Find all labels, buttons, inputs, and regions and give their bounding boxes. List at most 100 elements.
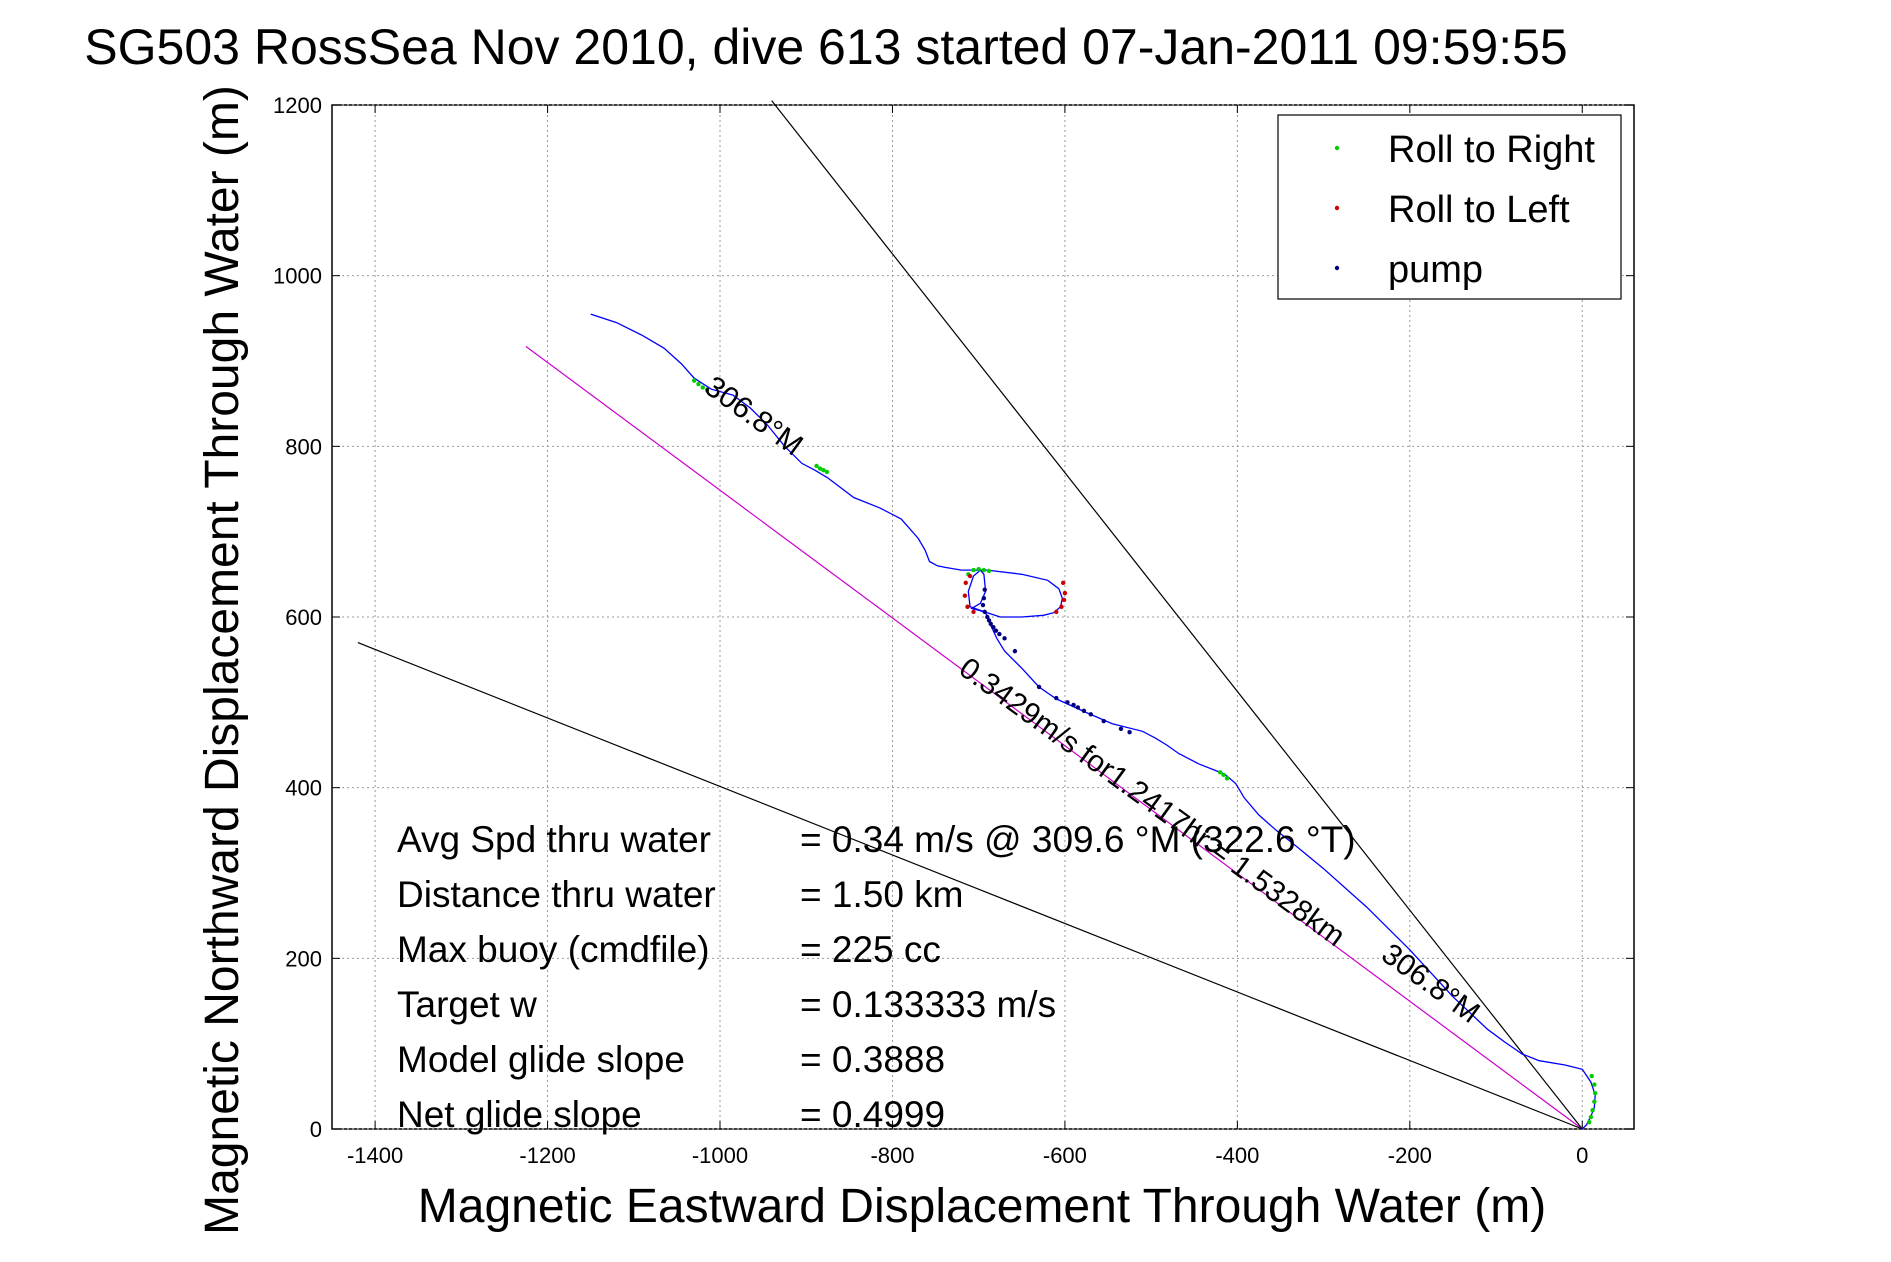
roll-right-point: [1586, 1119, 1592, 1125]
legend-marker: [1334, 265, 1340, 271]
stat-label: Max buoy (cmdfile): [397, 929, 710, 970]
y-axis-label: Magnetic Northward Displacement Through …: [196, 85, 249, 1235]
pump-point: [1127, 730, 1132, 735]
x-tick-label: -1200: [519, 1143, 575, 1168]
pump-point: [1081, 708, 1087, 714]
roll-right-points: [691, 378, 1598, 1125]
roll-right-point: [696, 381, 701, 387]
pump-point: [1002, 636, 1007, 641]
pump-point: [1036, 684, 1042, 690]
pump-point: [1012, 648, 1018, 654]
pump-point: [985, 614, 990, 620]
pump-point: [988, 621, 993, 627]
roll-left-point: [1054, 609, 1059, 615]
roll-left-point: [962, 593, 968, 598]
x-axis-ticks: -1400 -1200 -1000 -800 -600 -400 -200 0: [347, 105, 1588, 1168]
pump-point: [997, 631, 1002, 637]
roll-right-point: [824, 469, 830, 475]
roll-left-point: [1060, 580, 1066, 586]
pump-point: [1065, 700, 1070, 705]
legend-marker: [1334, 205, 1340, 211]
roll-left-point: [967, 573, 973, 579]
roll-right-point: [981, 567, 987, 573]
stat-label: Model glide slope: [397, 1039, 685, 1080]
roll-right-point: [1224, 776, 1230, 781]
pump-point: [1054, 695, 1059, 701]
roll-right-point: [1592, 1090, 1598, 1096]
pump-point: [982, 587, 987, 592]
x-tick-label: -1000: [692, 1143, 748, 1168]
pump-point: [1075, 705, 1081, 710]
legend-label: Roll to Right: [1388, 129, 1595, 171]
x-tick-label: 0: [1576, 1143, 1588, 1168]
pump-point: [986, 618, 992, 623]
roll-left-point: [1061, 597, 1067, 603]
roll-right-point: [976, 567, 981, 572]
y-tick-label: 800: [285, 434, 322, 459]
roll-left-point: [971, 609, 976, 615]
pump-point: [982, 609, 987, 615]
reference-lines: [357, 100, 1583, 1130]
legend-label: Roll to Left: [1388, 189, 1570, 231]
roll-right-point: [704, 387, 710, 393]
roll-right-point: [971, 567, 976, 573]
lower-bound-line: [357, 642, 1583, 1130]
y-tick-label: 0: [310, 1117, 322, 1142]
pump-point: [1088, 712, 1093, 717]
pump-point: [1118, 726, 1124, 731]
x-axis-label: Magnetic Eastward Displacement Through W…: [418, 1180, 1546, 1233]
y-tick-label: 1000: [273, 264, 322, 289]
stat-value: = 1.50 km: [800, 874, 964, 915]
stat-value: = 225 cc: [800, 929, 941, 970]
pump-point: [991, 625, 996, 630]
stat-label: Avg Spd thru water: [397, 819, 711, 860]
pump-points: [980, 587, 1132, 735]
stat-label: Distance thru water: [397, 874, 716, 915]
y-tick-label: 200: [285, 946, 322, 971]
roll-right-point: [1590, 1108, 1595, 1113]
roll-right-point: [814, 463, 819, 469]
roll-right-point: [1592, 1082, 1597, 1087]
x-tick-label: -400: [1215, 1143, 1259, 1168]
stat-value: = 0.34 m/s @ 309.6 °M (322.6 °T): [800, 819, 1356, 860]
stat-value: = 0.3888: [800, 1039, 945, 1080]
roll-left-point: [1062, 590, 1068, 596]
y-tick-label: 400: [285, 776, 322, 801]
legend: Roll to Right Roll to Left pump: [1277, 114, 1622, 300]
roll-right-point: [821, 468, 826, 473]
roll-left-point: [963, 580, 968, 586]
x-tick-label: -800: [870, 1143, 914, 1168]
roll-left-point: [1059, 604, 1064, 609]
stat-value: = 0.4999: [800, 1094, 945, 1135]
x-tick-label: -600: [1043, 1143, 1087, 1168]
pump-point: [980, 602, 986, 608]
grid-lines: [332, 104, 1634, 1130]
y-axis-ticks: 0 200 400 600 800 1000 1200: [273, 93, 1634, 1142]
roll-right-point: [1217, 770, 1223, 775]
roll-right-point: [1588, 1114, 1594, 1120]
pump-point: [1101, 718, 1106, 724]
stat-label: Target w: [397, 984, 537, 1025]
roll-left-points: [962, 573, 1068, 615]
upper-bound-line: [771, 100, 1583, 1130]
pump-point: [1071, 702, 1076, 708]
roll-right-point: [1221, 772, 1226, 778]
roll-right-point: [986, 568, 992, 574]
y-tick-label: 600: [285, 605, 322, 630]
heading-line: [525, 346, 1583, 1130]
roll-right-point: [1592, 1099, 1597, 1104]
stat-value: = 0.133333 m/s: [800, 984, 1056, 1025]
legend-marker: [1334, 145, 1340, 151]
stat-label: Net glide slope: [397, 1094, 642, 1135]
roll-left-point: [965, 604, 970, 609]
legend-label: pump: [1388, 249, 1483, 291]
pump-point: [981, 596, 987, 601]
x-tick-label: -1400: [347, 1143, 403, 1168]
x-tick-label: -200: [1388, 1143, 1432, 1168]
stats-block: Avg Spd thru water = 0.34 m/s @ 309.6 °M …: [397, 819, 1356, 1135]
y-tick-label: 1200: [273, 93, 322, 118]
roll-right-point: [1589, 1073, 1594, 1079]
pump-point: [993, 628, 999, 633]
roll-right-point: [691, 378, 697, 383]
